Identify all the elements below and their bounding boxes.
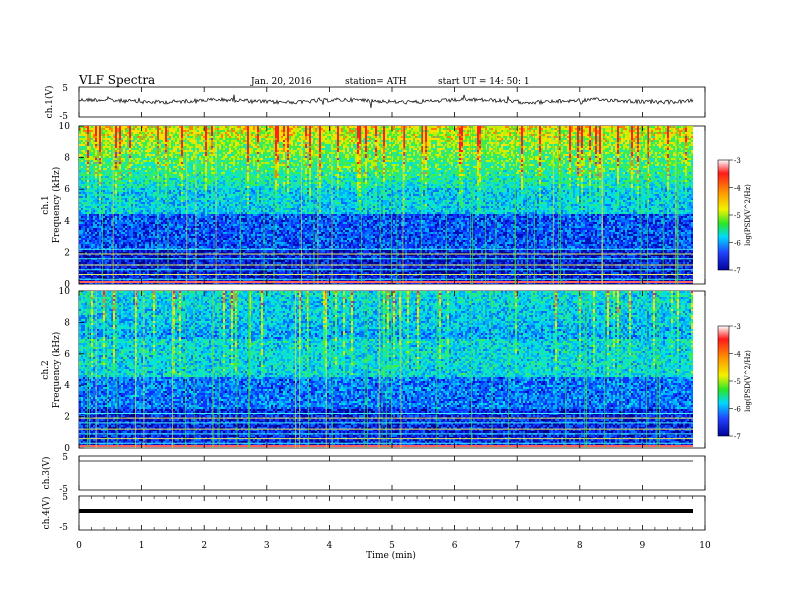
- x-tick-label-6: 6: [452, 541, 458, 551]
- x-tick-label-7: 7: [514, 541, 520, 551]
- colorbar-ch1: log(PSD(V^2/Hz) -3 -4 -5 -6 -7: [718, 157, 752, 275]
- x-tick-label-4: 4: [327, 541, 333, 551]
- ch2-ylabel-top: ch.2: [41, 360, 51, 379]
- station-label: station= ATH: [345, 77, 407, 87]
- ch4-waveform-trace: [79, 509, 693, 513]
- yt2-label-4: 8: [64, 318, 70, 328]
- yt2-label-3: 6: [64, 350, 70, 360]
- panel-ch3-waveform: 5 -5 ch.3(V): [41, 453, 705, 495]
- colorbar-ch1-label: log(PSD(V^2/Hz): [744, 184, 752, 246]
- x-tick-label-5: 5: [389, 541, 395, 551]
- ch2-spectrogram-image: [79, 291, 693, 448]
- cb2-tick-0: -3: [734, 323, 741, 331]
- x-tick-label-8: 8: [577, 541, 583, 551]
- ch1v-ylabel: ch.1(V): [44, 86, 55, 119]
- cb2-tick-4: -7: [734, 433, 741, 441]
- yt2-label-5: 10: [59, 287, 71, 297]
- x-tick-label-2: 2: [201, 541, 207, 551]
- panel-ch1-waveform: 5 -5 ch.1(V): [44, 84, 705, 122]
- x-tick-label-3: 3: [264, 541, 270, 551]
- ch3v-ytick-top: 5: [62, 453, 68, 463]
- ch4v-ylabel: ch.4(V): [41, 497, 52, 530]
- cb1-tick-1: -4: [734, 185, 741, 193]
- cb2-tick-3: -6: [734, 406, 741, 414]
- ch1-spectrogram-image: [79, 126, 693, 284]
- yt2-label-2: 4: [64, 381, 70, 391]
- yt1-label-4: 8: [64, 154, 70, 164]
- yt1-label-3: 6: [64, 185, 70, 195]
- colorbar-ch2-label: log(PSD(V^2/Hz): [744, 350, 752, 412]
- date-label: Jan. 20, 2016: [250, 77, 312, 87]
- cb1-tick-2: -5: [734, 212, 741, 220]
- yt1-label-5: 10: [59, 122, 71, 132]
- yt1-label-2: 4: [64, 217, 70, 227]
- ch2-ylabel: Frequency (kHz): [51, 332, 62, 409]
- cb1-tick-3: -6: [734, 240, 741, 248]
- vlf-spectra-figure: VLF Spectra Jan. 20, 2016 station= ATH s…: [0, 0, 792, 612]
- x-tick-label-1: 1: [139, 541, 145, 551]
- figure-title: VLF Spectra: [78, 73, 155, 87]
- x-tick-label-0: 0: [76, 541, 82, 551]
- cb2-tick-2: -5: [734, 378, 741, 386]
- ch1-ylabel-top: ch.1: [41, 195, 51, 214]
- start-time-label: start UT = 14: 50: 1: [438, 77, 530, 87]
- cb2-tick-1: -4: [734, 351, 741, 359]
- panel-ch4-waveform: 5 -5 ch.4(V): [41, 493, 705, 533]
- ch3v-ylabel: ch.3(V): [41, 457, 52, 490]
- yt2-label-1: 2: [64, 413, 70, 423]
- ch1v-ytick-top: 5: [62, 84, 68, 94]
- x-axis-label: Time (min): [366, 550, 416, 561]
- ch1v-ytick-bottom: -5: [59, 112, 68, 122]
- ch4v-ytick-bottom: -5: [59, 523, 68, 533]
- ch4v-ytick-top: 5: [62, 493, 68, 503]
- colorbar-ch2: log(PSD(V^2/Hz) -3 -4 -5 -6 -7: [718, 323, 752, 441]
- x-tick-label-9: 9: [640, 541, 646, 551]
- ch1-ylabel: Frequency (kHz): [51, 167, 62, 244]
- yt1-label-1: 2: [64, 248, 70, 258]
- figure-canvas: VLF Spectra Jan. 20, 2016 station= ATH s…: [0, 0, 792, 612]
- x-tick-label-10: 10: [699, 541, 711, 551]
- cb1-tick-0: -3: [734, 157, 741, 165]
- cb1-tick-4: -7: [734, 267, 741, 275]
